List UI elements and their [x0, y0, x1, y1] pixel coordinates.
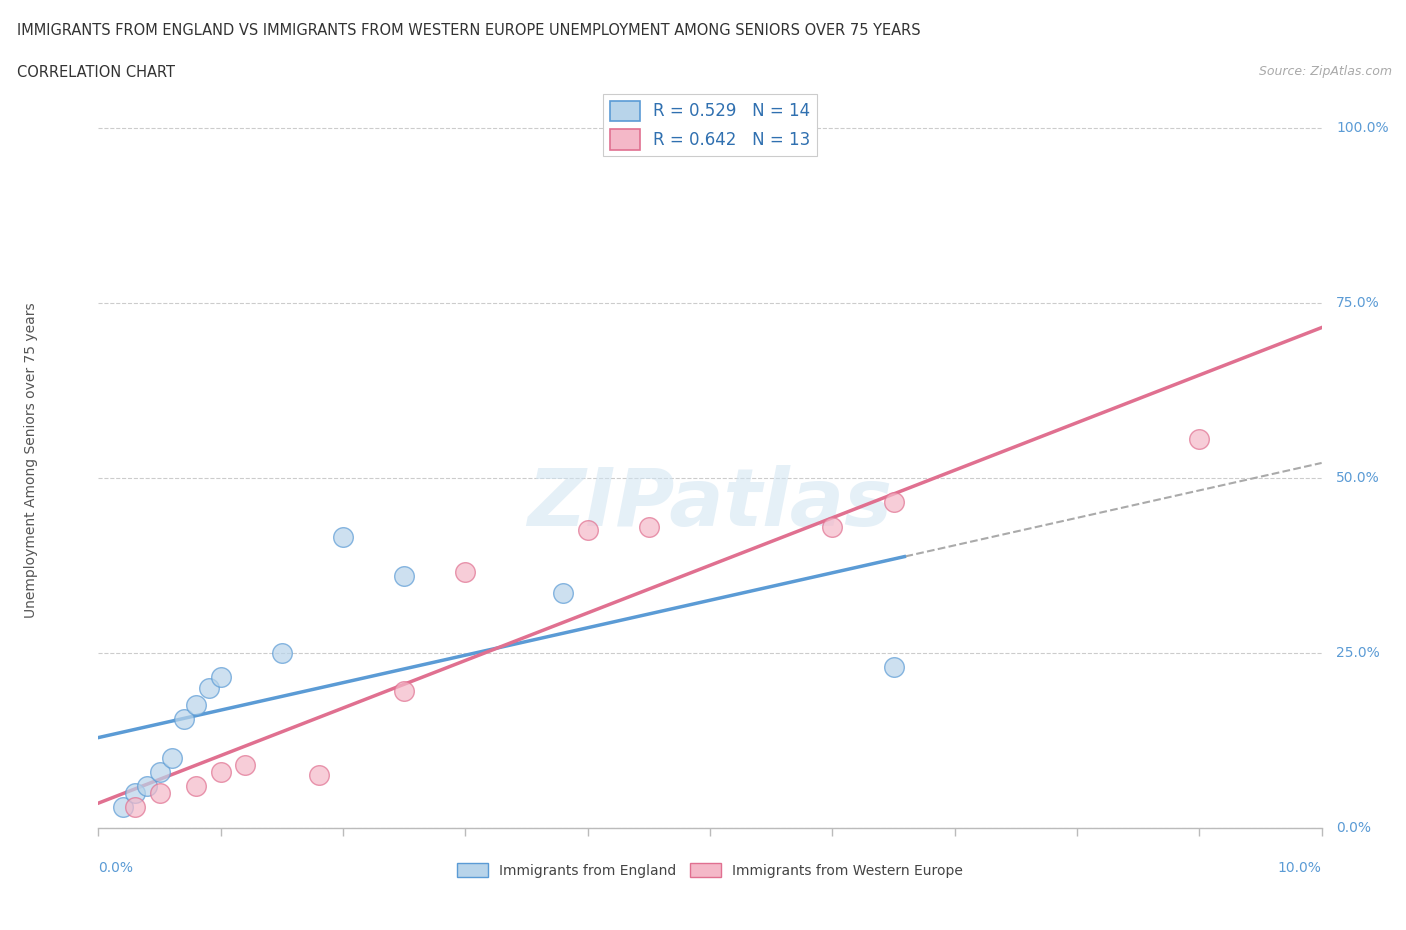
Point	[209, 764, 232, 779]
Point	[454, 565, 477, 579]
Point	[124, 799, 146, 814]
Text: CORRELATION CHART: CORRELATION CHART	[17, 65, 174, 80]
Point	[149, 764, 172, 779]
Point	[197, 681, 219, 696]
Text: ZIPatlas: ZIPatlas	[527, 465, 893, 543]
Point	[883, 495, 905, 510]
Point	[392, 684, 416, 698]
Text: 75.0%: 75.0%	[1336, 296, 1381, 310]
Point	[576, 523, 599, 538]
Text: Source: ZipAtlas.com: Source: ZipAtlas.com	[1258, 65, 1392, 78]
Point	[821, 519, 844, 534]
Point	[209, 670, 232, 684]
Point	[637, 519, 661, 534]
Point	[173, 711, 195, 726]
Text: 10.0%: 10.0%	[1278, 861, 1322, 875]
Text: 50.0%: 50.0%	[1336, 471, 1381, 485]
Text: 0.0%: 0.0%	[1336, 820, 1371, 835]
Point	[308, 768, 330, 783]
Text: 25.0%: 25.0%	[1336, 645, 1381, 659]
Point	[553, 586, 575, 601]
Point	[883, 659, 905, 674]
Text: IMMIGRANTS FROM ENGLAND VS IMMIGRANTS FROM WESTERN EUROPE UNEMPLOYMENT AMONG SEN: IMMIGRANTS FROM ENGLAND VS IMMIGRANTS FR…	[17, 23, 921, 38]
Point	[392, 568, 416, 583]
Point	[270, 645, 292, 660]
Point	[1188, 432, 1211, 446]
Legend: Immigrants from England, Immigrants from Western Europe: Immigrants from England, Immigrants from…	[451, 857, 969, 884]
Point	[332, 530, 354, 545]
Point	[124, 785, 146, 800]
Point	[136, 778, 159, 793]
Point	[186, 778, 208, 793]
Text: 100.0%: 100.0%	[1336, 121, 1389, 135]
Point	[149, 785, 172, 800]
Text: 0.0%: 0.0%	[98, 861, 134, 875]
Text: Unemployment Among Seniors over 75 years: Unemployment Among Seniors over 75 years	[24, 302, 38, 618]
Point	[160, 751, 183, 765]
Point	[233, 757, 256, 772]
Point	[186, 698, 208, 712]
Point	[111, 799, 134, 814]
